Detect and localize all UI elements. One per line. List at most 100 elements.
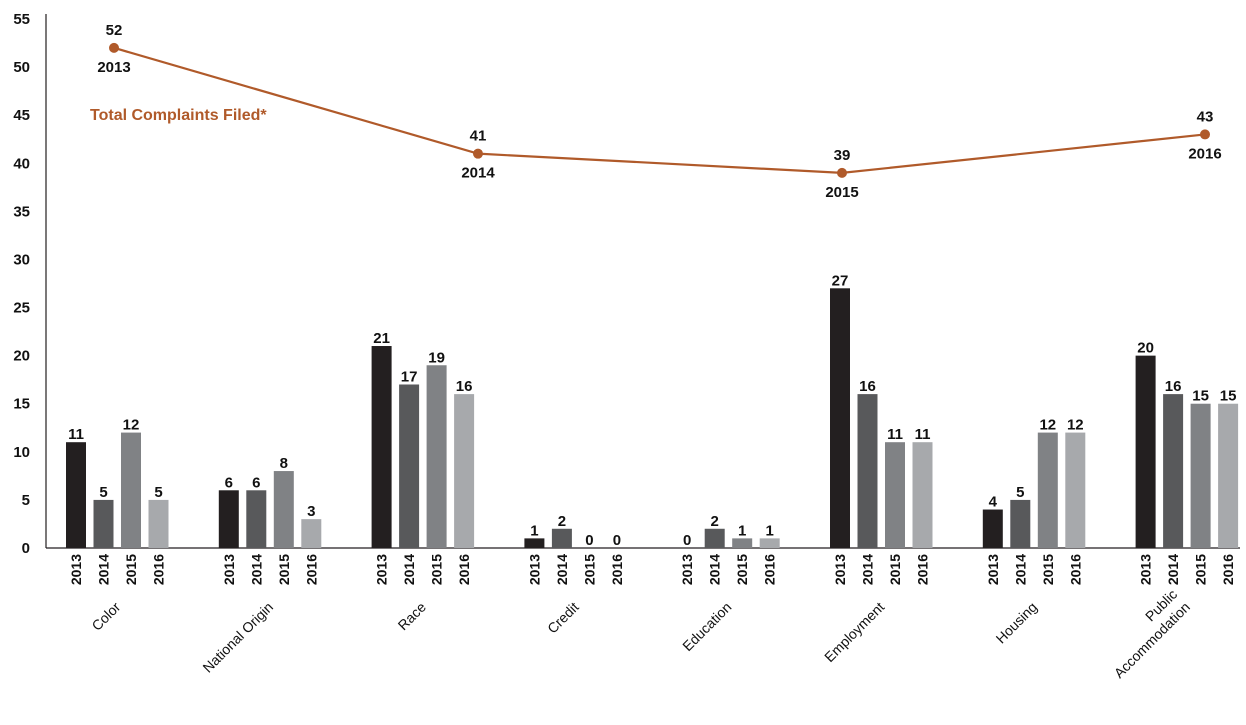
category-label-line: National Origin	[199, 599, 276, 676]
year-tick-label: 2016	[609, 554, 625, 585]
bar-value-label: 4	[989, 494, 998, 511]
category-label-line: Credit	[544, 599, 582, 637]
bar-value-label: 0	[585, 532, 593, 549]
year-tick-label: 2013	[526, 554, 542, 585]
bar	[301, 519, 322, 548]
total-point-marker	[837, 167, 847, 178]
bar	[857, 394, 878, 548]
year-tick-label: 2015	[276, 554, 292, 585]
year-tick-label: 2013	[1138, 554, 1154, 585]
bar-value-label: 20	[1137, 340, 1154, 357]
year-tick-label: 2013	[985, 554, 1001, 585]
bar-value-label: 2	[558, 513, 566, 530]
year-tick-label: 2015	[429, 554, 445, 585]
bar	[1065, 432, 1086, 548]
bar	[1037, 432, 1058, 548]
bar	[66, 442, 86, 548]
category-label-line: Employment	[821, 599, 887, 665]
y-tick-label: 30	[13, 251, 30, 268]
bar-value-label: 17	[401, 368, 418, 385]
category-label: Race	[395, 599, 430, 634]
year-tick-label: 2014	[860, 554, 876, 585]
bar-value-label: 16	[456, 378, 473, 395]
bar	[524, 538, 545, 548]
year-tick-label: 2014	[707, 554, 723, 585]
bar-value-label: 15	[1192, 388, 1209, 405]
bar-value-label: 12	[1067, 417, 1084, 434]
bar-value-label: 11	[68, 426, 84, 443]
category-label: Credit	[544, 599, 582, 637]
bar-value-label: 1	[530, 522, 538, 539]
bar	[912, 442, 933, 548]
bar	[148, 499, 169, 548]
year-tick-label: 2016	[762, 554, 778, 585]
bar	[371, 346, 392, 548]
category-label-line: Race	[395, 599, 430, 634]
total-value-label: 41	[470, 128, 487, 145]
year-tick-label: 2014	[248, 554, 264, 585]
bar-value-label: 15	[1220, 388, 1237, 405]
bar-value-label: 21	[373, 330, 390, 347]
category-label-line: Education	[679, 599, 734, 654]
category-label: National Origin	[199, 599, 276, 676]
bar-value-label: 12	[1039, 417, 1056, 434]
year-tick-label: 2015	[887, 554, 903, 585]
year-tick-label: 2014	[401, 554, 417, 585]
total-year-label: 2016	[1188, 145, 1221, 162]
bar-value-label: 2	[711, 513, 719, 530]
year-tick-label: 2016	[456, 554, 472, 585]
y-tick-label: 10	[13, 444, 30, 461]
year-tick-label: 2016	[303, 554, 319, 585]
y-tick-label: 55	[13, 11, 30, 28]
bar-value-label: 11	[887, 426, 903, 443]
category-label: Housing	[993, 599, 1041, 647]
total-value-label: 43	[1197, 108, 1214, 125]
total-value-label: 39	[834, 147, 851, 164]
bar-value-label: 11	[915, 426, 931, 443]
bar	[551, 528, 572, 548]
bar-value-label: 5	[1016, 484, 1024, 501]
bar	[982, 509, 1003, 548]
category-label: Employment	[821, 599, 887, 665]
bar-value-label: 0	[683, 532, 691, 549]
category-label-line: Housing	[993, 599, 1041, 647]
year-tick-label: 2013	[221, 554, 237, 585]
bar-value-label: 1	[738, 522, 746, 539]
total-point-marker	[109, 42, 119, 53]
total-point-marker	[473, 148, 483, 159]
y-tick-label: 5	[22, 492, 30, 509]
bar-value-label: 16	[1165, 378, 1182, 395]
bar	[704, 528, 725, 548]
bar	[273, 471, 294, 548]
bar	[454, 394, 475, 548]
bar	[1190, 403, 1211, 548]
bar	[93, 499, 114, 548]
year-tick-label: 2014	[554, 554, 570, 585]
y-tick-label: 25	[13, 300, 30, 317]
y-tick-label: 20	[13, 348, 30, 365]
bar	[1163, 394, 1184, 548]
year-tick-label: 2013	[679, 554, 695, 585]
bar-value-label: 3	[307, 503, 315, 520]
year-tick-label: 2014	[1012, 554, 1028, 585]
bar	[732, 538, 753, 548]
year-tick-label: 2015	[734, 554, 750, 585]
category-label: Color	[88, 599, 123, 634]
year-tick-label: 2014	[1165, 554, 1181, 585]
total-year-label: 2015	[825, 184, 858, 201]
bar-value-label: 12	[123, 417, 140, 434]
bar	[759, 538, 780, 548]
year-tick-label: 2013	[68, 554, 84, 585]
bar	[121, 432, 141, 548]
y-tick-label: 15	[13, 396, 30, 413]
bar	[246, 490, 267, 548]
total-line-title: Total Complaints Filed*	[90, 107, 267, 124]
bar	[1010, 499, 1031, 548]
y-tick-label: 45	[13, 107, 30, 124]
year-tick-label: 2016	[915, 554, 931, 585]
bar	[399, 384, 420, 548]
bar-value-label: 6	[225, 474, 233, 491]
bar-value-label: 5	[154, 484, 162, 501]
